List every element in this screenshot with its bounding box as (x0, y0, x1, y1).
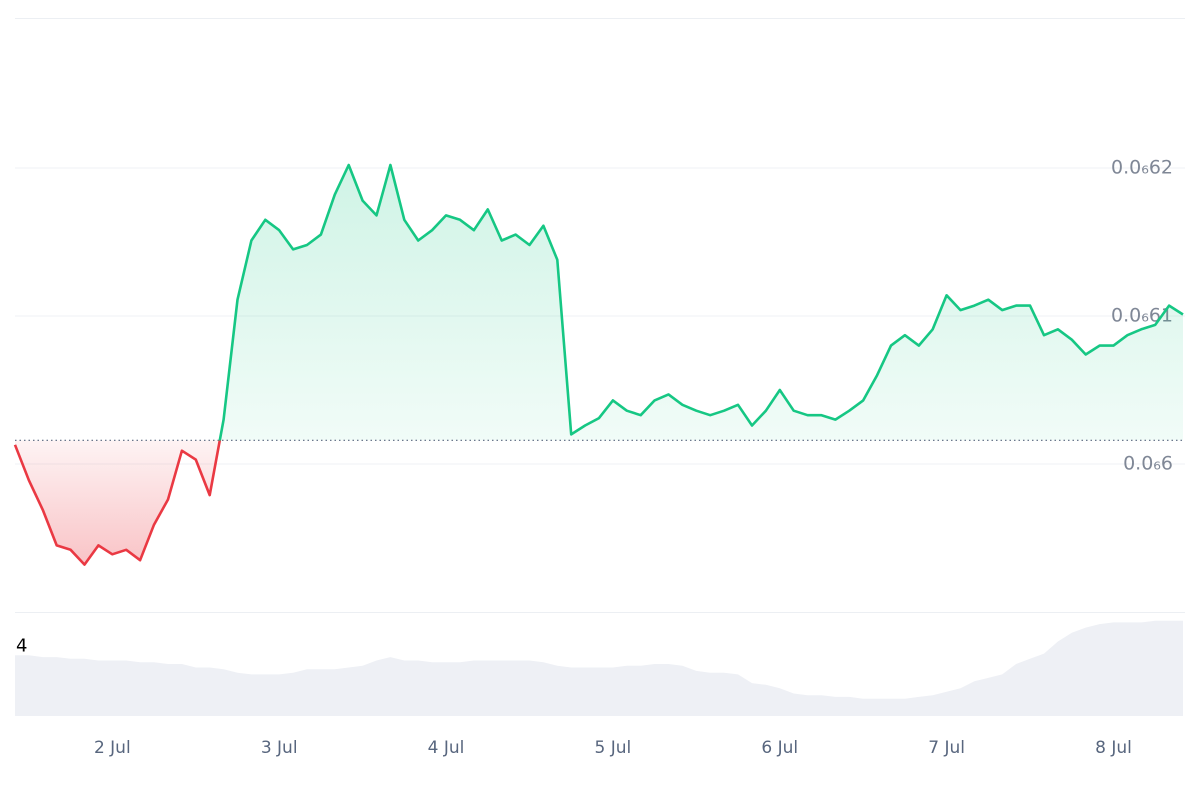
y-tick-label: 0.0₆6 (1123, 453, 1173, 475)
x-tick-label: 4 Jul (428, 738, 465, 758)
x-tick-label: 5 Jul (595, 738, 632, 758)
x-tick-label: 6 Jul (761, 738, 798, 758)
x-tick-label: 3 Jul (261, 738, 298, 758)
x-tick-label: 2 Jul (94, 738, 131, 758)
x-tick-label: 7 Jul (928, 738, 965, 758)
y-tick-label: 0.0₆62 (1111, 157, 1173, 179)
x-tick-label: 8 Jul (1095, 738, 1132, 758)
volume-area (15, 620, 1183, 716)
volume-tick-label: 4 (16, 636, 27, 657)
area-fill (15, 165, 1183, 565)
price-line (13, 163, 1184, 566)
